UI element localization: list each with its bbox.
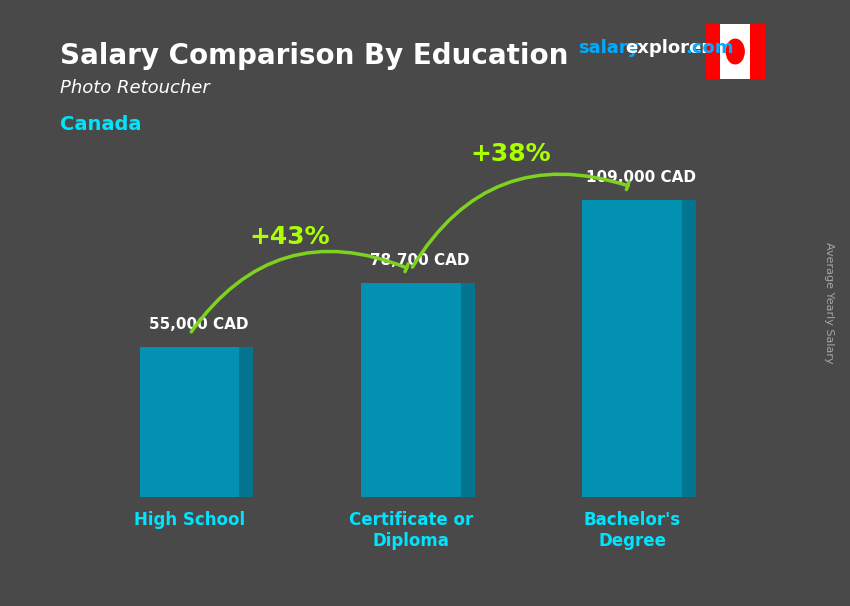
Text: +43%: +43% [249, 225, 330, 249]
Text: salary: salary [578, 39, 639, 58]
Text: Photo Retoucher: Photo Retoucher [60, 79, 209, 97]
Polygon shape [682, 200, 696, 497]
Text: Canada: Canada [60, 115, 141, 134]
Polygon shape [706, 24, 720, 79]
Text: Salary Comparison By Education: Salary Comparison By Education [60, 42, 568, 70]
Text: +38%: +38% [470, 142, 551, 167]
Text: 55,000 CAD: 55,000 CAD [149, 318, 248, 333]
Text: 78,700 CAD: 78,700 CAD [370, 253, 469, 268]
Polygon shape [140, 347, 240, 497]
Text: Average Yearly Salary: Average Yearly Salary [824, 242, 834, 364]
Polygon shape [361, 282, 461, 497]
Polygon shape [240, 347, 253, 497]
Polygon shape [750, 24, 765, 79]
Text: 109,000 CAD: 109,000 CAD [586, 170, 696, 185]
Polygon shape [720, 24, 750, 79]
Circle shape [726, 39, 744, 64]
Text: .com: .com [685, 39, 734, 58]
Polygon shape [461, 282, 474, 497]
Text: explorer: explorer [625, 39, 710, 58]
Polygon shape [582, 200, 682, 497]
